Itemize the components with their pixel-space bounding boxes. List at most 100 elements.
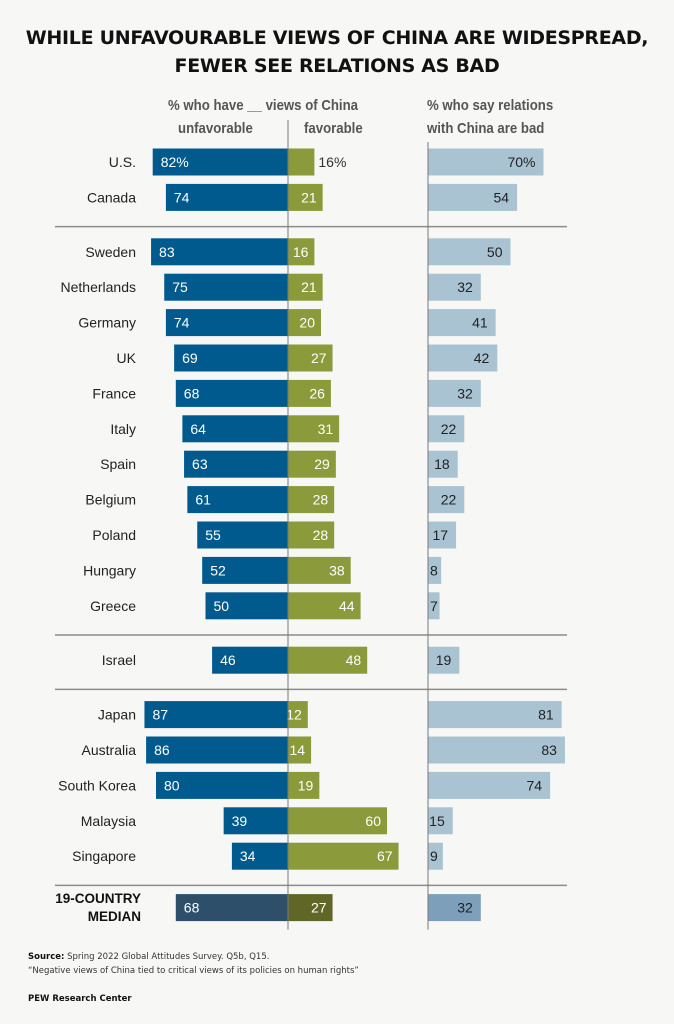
bar-relations-bad	[428, 238, 511, 266]
label-relations-bad: 7	[430, 598, 438, 614]
label-favorable: 14	[290, 742, 306, 758]
bar-favorable	[288, 344, 333, 372]
bar-relations-bad	[428, 415, 465, 443]
label-favorable: 21	[301, 189, 317, 205]
label-unfavorable: 46	[220, 652, 236, 668]
country-label: U.S.	[109, 154, 136, 170]
bar-unfavorable	[175, 379, 288, 407]
label-unfavorable: 55	[205, 527, 221, 543]
bar-favorable	[288, 771, 320, 799]
label-relations-bad: 54	[494, 189, 510, 205]
bar-relations-bad	[428, 450, 458, 478]
bar-relations-bad	[428, 592, 440, 620]
bar-unfavorable	[146, 736, 288, 764]
bar-relations-bad	[428, 521, 457, 549]
country-label: South Korea	[58, 777, 136, 793]
label-favorable: 48	[346, 652, 362, 668]
bar-relations-bad	[428, 379, 481, 407]
label-relations-bad: 22	[441, 421, 457, 437]
bar-favorable	[288, 894, 333, 922]
bar-favorable	[288, 415, 340, 443]
bar-unfavorable	[197, 521, 288, 549]
bar-unfavorable	[152, 148, 288, 176]
chart-title: WHILE UNFAVOURABLE VIEWS OF CHINA ARE WI…	[0, 24, 674, 80]
footer-source: Source: Spring 2022 Global Attitudes Sur…	[28, 952, 269, 962]
label-unfavorable: 74	[174, 189, 190, 205]
label-unfavorable: 68	[184, 385, 200, 401]
label-unfavorable: 52	[210, 562, 226, 578]
country-label: Israel	[102, 652, 136, 668]
title-line-2: FEWER SEE RELATIONS AS BAD	[174, 55, 500, 77]
country-label: Singapore	[72, 848, 136, 864]
bar-relations-bad	[428, 894, 481, 922]
label-favorable: 21	[301, 279, 317, 295]
header-views-of-china: % who have __ views of China	[168, 97, 358, 114]
footer-report-title: “Negative views of China tied to critica…	[28, 966, 359, 976]
header-relations-line-2: with China are bad	[427, 120, 545, 137]
footer-org: PEW Research Center	[28, 994, 132, 1004]
header-unfavorable: unfavorable	[178, 120, 253, 137]
bar-unfavorable	[174, 344, 288, 372]
bar-unfavorable	[164, 273, 288, 301]
label-unfavorable: 69	[182, 350, 198, 366]
bar-favorable	[288, 807, 387, 835]
bar-unfavorable	[151, 238, 288, 266]
label-relations-bad: 18	[434, 456, 450, 472]
bar-favorable	[288, 736, 312, 764]
bar-unfavorable	[212, 646, 288, 674]
label-relations-bad: 19	[436, 652, 452, 668]
bar-relations-bad	[428, 701, 562, 729]
bar-relations-bad	[428, 344, 498, 372]
label-unfavorable: 86	[154, 742, 170, 758]
bar-favorable	[288, 309, 321, 337]
median-label-line-2: MEDIAN	[88, 909, 141, 924]
label-relations-bad: 9	[430, 848, 438, 864]
bar-favorable	[288, 238, 315, 266]
header-relations-line-1: % who say relations	[427, 97, 554, 114]
label-unfavorable: 74	[174, 315, 190, 331]
label-favorable: 26	[309, 385, 325, 401]
country-label: Italy	[110, 421, 136, 437]
bar-relations-bad	[428, 309, 496, 337]
source-label: Source:	[28, 952, 65, 962]
bar-unfavorable	[156, 771, 288, 799]
label-favorable: 31	[318, 421, 334, 437]
bar-favorable	[288, 148, 315, 176]
source-text: Spring 2022 Global Attitudes Survey. Q5b…	[64, 952, 270, 962]
country-label: Japan	[98, 707, 136, 723]
bar-favorable	[288, 592, 361, 620]
label-relations-bad: 50	[487, 244, 503, 260]
label-relations-bad: 17	[432, 527, 448, 543]
bar-unfavorable	[187, 486, 288, 514]
bar-favorable	[288, 450, 336, 478]
label-unfavorable: 64	[190, 421, 206, 437]
country-label: UK	[117, 350, 137, 366]
country-label: Malaysia	[81, 813, 136, 829]
label-unfavorable: 87	[152, 707, 168, 723]
label-relations-bad: 32	[457, 385, 473, 401]
label-favorable: 16	[293, 244, 309, 260]
bar-favorable	[288, 183, 323, 211]
country-label: Poland	[92, 527, 136, 543]
label-unfavorable: 50	[214, 598, 230, 614]
label-unfavorable: 63	[192, 456, 208, 472]
label-relations-bad: 74	[527, 777, 543, 793]
label-relations-bad: 41	[472, 315, 488, 331]
bar-unfavorable	[182, 415, 288, 443]
label-unfavorable: 75	[172, 279, 188, 295]
bar-favorable	[288, 646, 368, 674]
label-favorable: 20	[299, 315, 315, 331]
bar-unfavorable	[165, 309, 288, 337]
bar-relations-bad	[428, 807, 453, 835]
country-label: Germany	[78, 315, 136, 331]
bar-unfavorable	[231, 842, 288, 870]
label-relations-bad: 8	[430, 562, 438, 578]
label-unfavorable: 34	[240, 848, 256, 864]
bar-relations-bad	[428, 736, 565, 764]
bar-unfavorable	[165, 183, 288, 211]
bar-favorable	[288, 842, 399, 870]
label-favorable: 44	[339, 598, 355, 614]
label-favorable: 28	[313, 492, 329, 508]
title-line-1: WHILE UNFAVOURABLE VIEWS OF CHINA ARE WI…	[25, 27, 649, 49]
bar-favorable	[288, 379, 331, 407]
